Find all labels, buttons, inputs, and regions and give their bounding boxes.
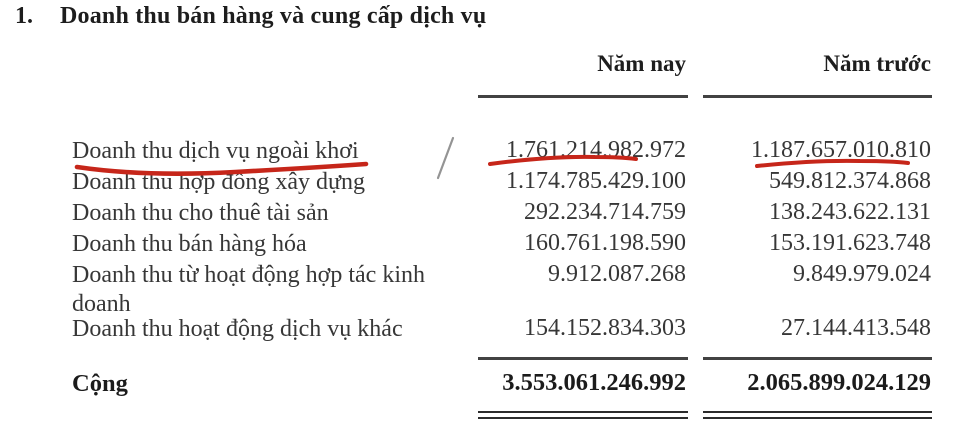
header-underline-nam-truoc [703,95,932,98]
total-double-underline-nam-nay [478,411,688,419]
row-label: Doanh thu hợp đồng xây dựng [72,169,366,195]
row-value-nam-nay: 9.912.087.268 [548,261,686,287]
total-value-nam-nay: 3.553.061.246.992 [502,369,686,396]
section-title: Doanh thu bán hàng và cung cấp dịch vụ [60,3,487,29]
row-label: Doanh thu hoạt động dịch vụ khác [72,316,403,342]
row-value-nam-truoc: 549.812.374.868 [769,168,931,194]
row-label: Doanh thu từ hoạt động hợp tác kinh doan… [72,262,425,317]
row-value-nam-truoc: 138.243.622.131 [769,199,931,225]
row-value-nam-nay: 1.761.214.982.972 [506,137,686,163]
row-value-nam-nay: 154.152.834.303 [524,315,686,341]
row-label: Doanh thu bán hàng hóa [72,231,307,257]
section-number: 1. [15,3,33,29]
total-label: Cộng [72,370,128,397]
total-double-underline-nam-truoc [703,411,932,419]
header-underline-nam-nay [478,95,688,98]
total-value-nam-truoc: 2.065.899.024.129 [747,369,931,396]
row-value-nam-nay: 292.234.714.759 [524,199,686,225]
column-header-nam-truoc: Năm trước [823,51,931,76]
pre-total-line-nam-truoc [703,357,932,360]
row-label: Doanh thu dịch vụ ngoài khơi [72,138,359,164]
row-value-nam-truoc: 27.144.413.548 [781,315,931,341]
row-value-nam-truoc: 153.191.623.748 [769,230,931,256]
row-value-nam-truoc: 9.849.979.024 [793,261,931,287]
row-value-nam-truoc: 1.187.657.010.810 [751,137,931,163]
row-value-nam-nay: 160.761.198.590 [524,230,686,256]
column-header-nam-nay: Năm nay [597,51,686,76]
row-value-nam-nay: 1.174.785.429.100 [506,168,686,194]
pre-total-line-nam-nay [478,357,688,360]
row-label: Doanh thu cho thuê tài sản [72,200,329,226]
